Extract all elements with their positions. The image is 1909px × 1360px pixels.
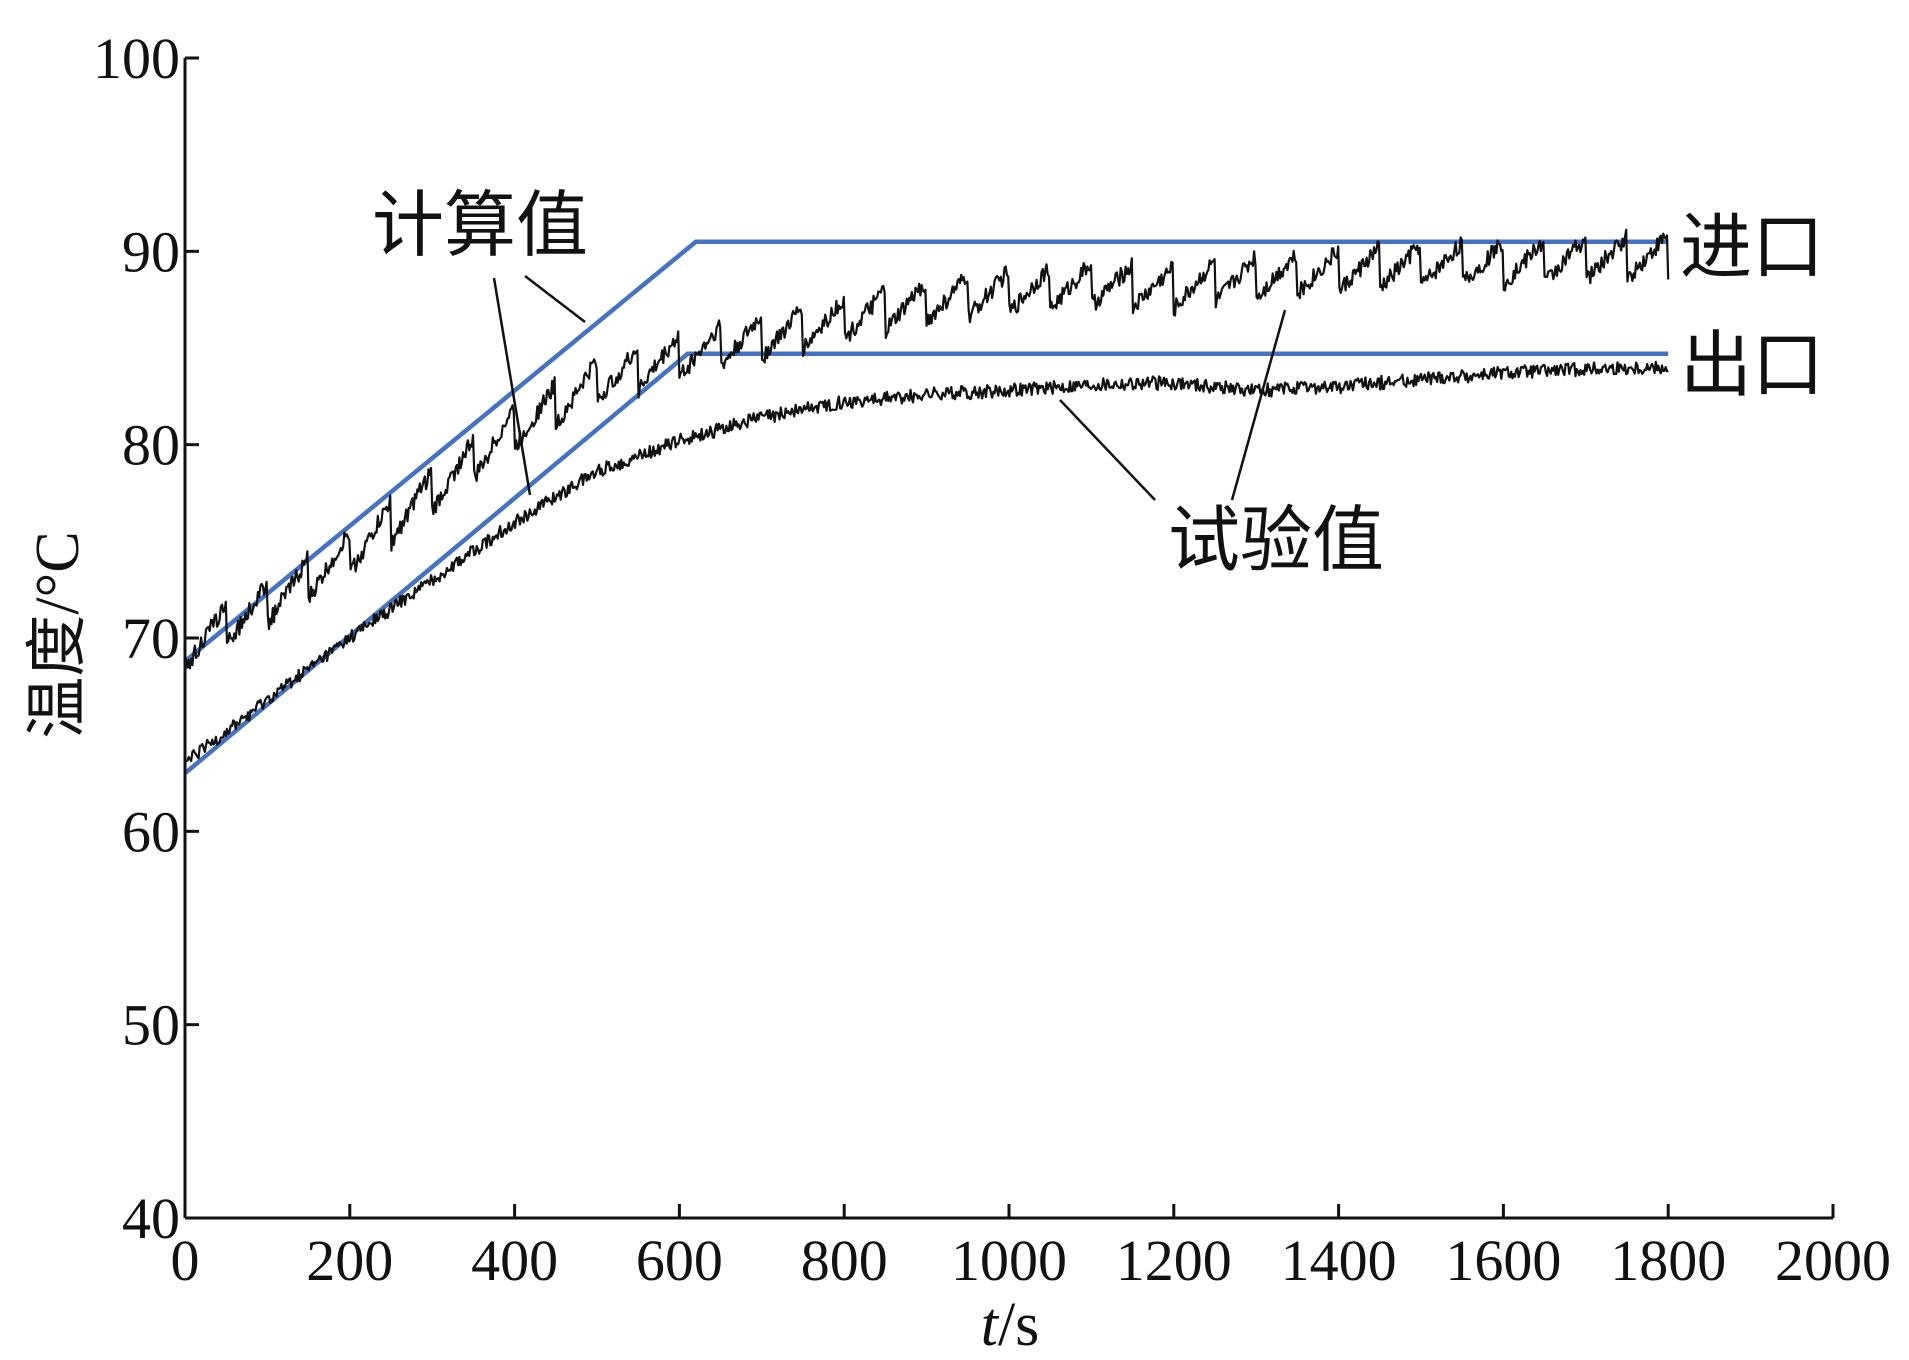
y-tick-label: 50	[122, 993, 180, 1058]
x-tick-label: 200	[306, 1228, 393, 1293]
y-tick-label: 60	[122, 799, 180, 864]
y-tick-label: 40	[122, 1186, 180, 1251]
x-tick-label: 400	[471, 1228, 558, 1293]
calculated-line-outlet	[183, 351, 1669, 776]
leader-line	[1059, 399, 1156, 501]
x-tick-label: 1200	[1116, 1228, 1232, 1293]
x-tick-label: 800	[801, 1228, 888, 1293]
leader-line	[492, 277, 532, 496]
experimental-line-inlet	[183, 228, 1670, 670]
x-tick-label: 1000	[951, 1228, 1067, 1293]
leader-layer	[492, 275, 1287, 501]
annotation-calculated: 计算值	[372, 183, 588, 267]
y-tick-label: 80	[122, 413, 180, 478]
calculated-line-inlet	[183, 239, 1669, 663]
x-tick-label: 0	[171, 1228, 200, 1293]
tick-layer: 0 200 400 600 800 1000 1200 1400 1600 1800 2000 40 5…	[93, 26, 1891, 1293]
x-axis-label: t/s	[981, 1291, 1040, 1359]
x-tick-label: 2000	[1775, 1228, 1891, 1293]
experimental-line-outlet	[184, 360, 1669, 764]
x-tick-label: 600	[636, 1228, 723, 1293]
annotation-outlet: 出口	[1680, 323, 1824, 407]
x-tick-label: 1400	[1281, 1228, 1397, 1293]
x-tick-label: 1600	[1445, 1228, 1561, 1293]
leader-line	[1230, 309, 1287, 501]
annotation-layer: 计算值 试验值 进口 出口	[372, 183, 1824, 582]
x-tick-label: 1800	[1610, 1228, 1726, 1293]
y-tick-label: 100	[93, 26, 180, 91]
y-tick-label: 90	[122, 219, 180, 284]
y-tick-label: 70	[122, 606, 180, 671]
y-axis-label: 温度/°C	[24, 531, 92, 738]
leader-line	[524, 275, 586, 323]
annotation-experimental: 试验值	[1168, 498, 1384, 582]
series-layer	[183, 228, 1670, 776]
annotation-inlet: 进口	[1680, 205, 1824, 289]
